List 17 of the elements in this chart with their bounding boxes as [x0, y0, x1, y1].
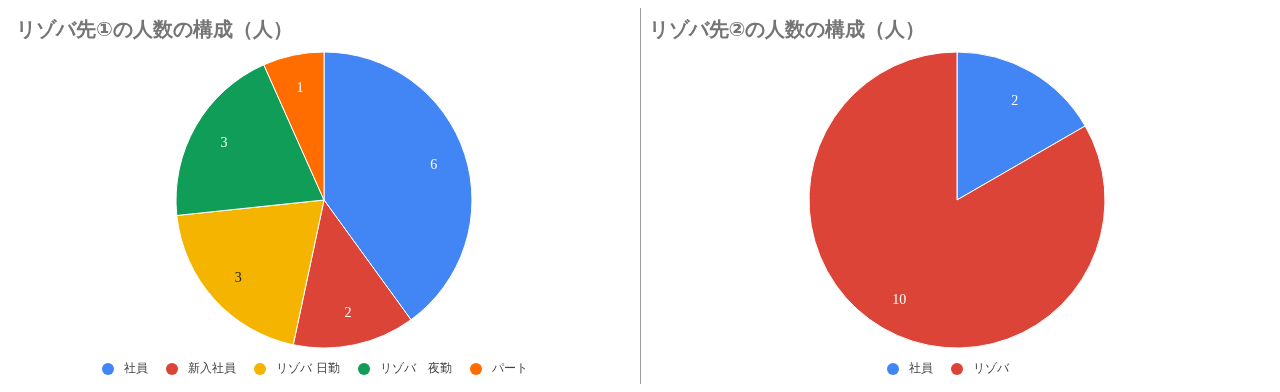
chart-title: リゾバ先②の人数の構成（人） — [648, 16, 926, 43]
data-label: 2 — [344, 305, 352, 321]
data-label: 1 — [296, 79, 304, 95]
legend-label: リゾバ 夜勤 — [379, 360, 452, 377]
data-label: 3 — [220, 134, 228, 150]
data-label: 3 — [234, 269, 242, 285]
data-label: 2 — [1010, 92, 1018, 108]
legend-label: パート — [491, 360, 528, 377]
data-label: 10 — [891, 292, 906, 308]
legend-label: 社員 — [908, 360, 933, 377]
legend-label: 新入社員 — [188, 360, 237, 377]
legend-label: 社員 — [124, 360, 149, 377]
data-label: 6 — [430, 156, 438, 172]
legend-label: リゾバ 日勤 — [276, 360, 340, 377]
legend-label: リゾバ — [972, 360, 1009, 377]
pie-slice — [808, 51, 1105, 348]
chart-title: リゾバ先①の人数の構成（人） — [16, 16, 293, 43]
